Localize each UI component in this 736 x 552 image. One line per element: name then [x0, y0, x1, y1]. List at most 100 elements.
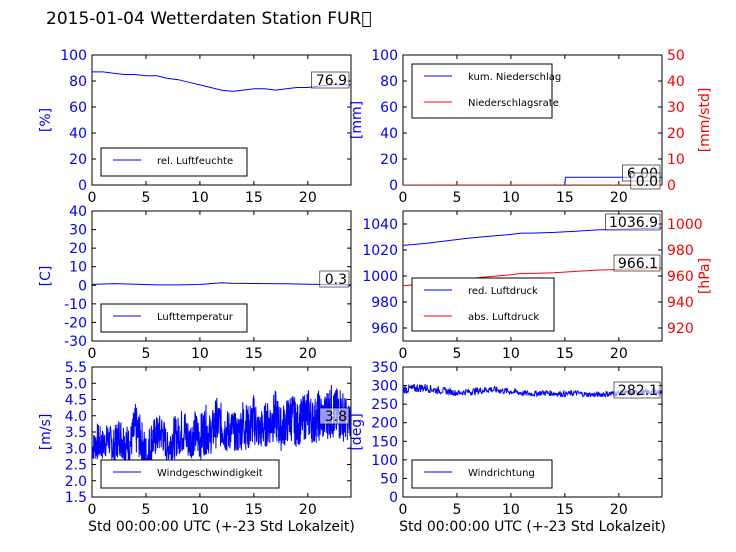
value-annotation: 0.0	[636, 174, 658, 190]
y-tick-label: -20	[64, 315, 87, 331]
legend-label: abs. Luftdruck	[468, 312, 539, 323]
y-tick-label: 4.5	[65, 393, 87, 409]
y-tick-label: 0	[389, 178, 398, 194]
x-tick-label: 0	[88, 502, 97, 518]
x-tick-label: 5	[141, 190, 150, 206]
x-tick-label: 0	[399, 346, 408, 362]
x-tick-label: 5	[452, 190, 461, 206]
legend-label: rel. Luftfeuchte	[157, 156, 233, 167]
legend-label: Niederschlagsrate	[468, 98, 559, 109]
x-axis-label: Std 00:00:00 UTC (+-23 Std Lokalzeit)	[399, 519, 666, 535]
x-tick-label: 20	[299, 346, 317, 362]
value-annotation: 1036.9	[609, 215, 658, 231]
y-axis-label: [deg]	[349, 413, 365, 450]
y-tick-label: 980	[371, 295, 398, 311]
x-axis-label: Std 00:00:00 UTC (+-23 Std Lokalzeit)	[88, 519, 355, 535]
chart-winddir: 0 5 10 15 20050100150200250300350[deg]282.1W…	[349, 360, 666, 535]
y-tick-right-label: 40	[667, 74, 685, 90]
annotation-box	[613, 254, 661, 272]
y-tick-label: 0	[78, 278, 87, 294]
legend-label: red. Luftdruck	[468, 286, 538, 297]
y-tick-label: 60	[69, 100, 87, 116]
y-tick-label: 80	[69, 74, 87, 90]
y-tick-label: 80	[380, 74, 398, 90]
chart-windspeed: 0 5 10 15 20 1.52.02.53.03.54.04.55.05.5 [m/s]…	[38, 360, 355, 535]
value-annotation: 3.8	[325, 409, 347, 425]
x-tick-label: 5	[452, 346, 461, 362]
y-tick-label: 0	[78, 178, 87, 194]
y-axis-label: [mm]	[349, 101, 365, 139]
series-line	[92, 71, 351, 92]
y-tick-label: -10	[64, 297, 87, 313]
x-tick-label: 20	[610, 190, 628, 206]
y-tick-right-label: 960	[667, 269, 694, 285]
chart-temperature: 0 5 10 15 20 -30 -20 -10 0 10 20 30 40 [C] 0.3 Lufttemp…	[38, 204, 352, 362]
annotation-box	[311, 71, 350, 89]
y-tick-label: 2.5	[65, 458, 87, 474]
y-tick-label: 2.0	[65, 474, 87, 490]
x-tick-label: 15	[245, 190, 263, 206]
y-tick-label: 4.0	[65, 409, 87, 425]
y-tick-label: 960	[371, 321, 398, 337]
legend-box	[411, 459, 553, 489]
y-axis-label: [%]	[38, 108, 54, 132]
y-tick-label: 5.5	[65, 360, 87, 376]
legend-box	[100, 303, 248, 333]
y-tick-label: 20	[69, 241, 87, 257]
chart-humidity: 0 5 10 15 20 0 20 40 60 80 100 [%] 76.9 rel. Luftfeuc…	[38, 48, 352, 206]
plot-area	[403, 176, 662, 185]
series-line	[92, 385, 351, 484]
y-tick-label: 350	[371, 360, 398, 376]
plot-area	[92, 282, 351, 286]
x-tick-label: 20	[299, 190, 317, 206]
y-tick-right-label: 20	[667, 126, 685, 142]
chart-precipitation: 0 5 10 15 20 0 20 40 60 80 100 0 10 20 30 40 50 [mm] [mm/s…	[349, 48, 713, 206]
legend-label: Windrichtung	[468, 468, 535, 479]
x-tick-label: 10	[502, 502, 520, 518]
y-tick-label: -30	[64, 334, 87, 350]
value-annotation: 76.9	[316, 73, 347, 89]
y-tick-label: 30	[69, 223, 87, 239]
legend-box	[100, 147, 248, 177]
y-tick-label: 250	[371, 397, 398, 413]
plot-area	[92, 71, 351, 92]
y-tick-label: 50	[380, 471, 398, 487]
value-annotation: 966.1	[618, 256, 658, 272]
series-line	[92, 282, 351, 286]
y-tick-label: 20	[380, 152, 398, 168]
series-line	[403, 176, 662, 185]
y-tick-label: 20	[69, 152, 87, 168]
y-tick-label: 3.0	[65, 441, 87, 457]
x-tick-label: 0	[399, 190, 408, 206]
annotation-box	[613, 381, 661, 399]
annotation-box	[605, 213, 661, 231]
x-tick-label: 10	[191, 502, 209, 518]
legend-label: Windgeschwindigkeit	[157, 468, 263, 479]
annotation-box	[319, 407, 350, 425]
y-axis-right-label: [mm/std]	[697, 88, 713, 153]
figure-title: 2015-01-04 Wetterdaten Station FUR 	[46, 9, 372, 29]
y-tick-right-label: 980	[667, 243, 694, 259]
y-tick-label: 300	[371, 379, 398, 395]
x-tick-label: 20	[610, 346, 628, 362]
annotation-box	[319, 270, 350, 288]
y-tick-label: 60	[380, 100, 398, 116]
plot-area	[92, 385, 351, 484]
y-axis-label: [m/s]	[38, 414, 54, 451]
x-tick-label: 15	[245, 502, 263, 518]
y-tick-label: 1020	[362, 243, 398, 259]
y-tick-right-label: 1000	[667, 217, 703, 233]
y-tick-label: 1000	[362, 269, 398, 285]
y-tick-right-label: 0	[667, 178, 676, 194]
y-tick-label: 150	[371, 434, 398, 450]
y-axis-right-label: [hPa]	[697, 258, 713, 294]
x-tick-label: 20	[299, 502, 317, 518]
y-tick-right-label: 50	[667, 48, 685, 64]
y-tick-label: 0	[389, 490, 398, 506]
x-tick-label: 10	[502, 190, 520, 206]
legend-label: kum. Niederschlag	[468, 72, 561, 83]
x-tick-label: 15	[245, 346, 263, 362]
x-tick-label: 0	[399, 502, 408, 518]
legend-box	[100, 459, 280, 489]
